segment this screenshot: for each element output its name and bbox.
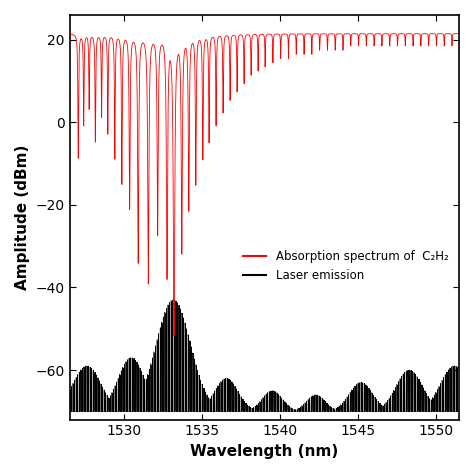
Legend: Absorption spectrum of  C₂H₂, Laser emission: Absorption spectrum of C₂H₂, Laser emiss… bbox=[238, 245, 453, 286]
X-axis label: Wavelength (nm): Wavelength (nm) bbox=[190, 444, 338, 459]
Y-axis label: Amplitude (dBm): Amplitude (dBm) bbox=[15, 145, 30, 290]
